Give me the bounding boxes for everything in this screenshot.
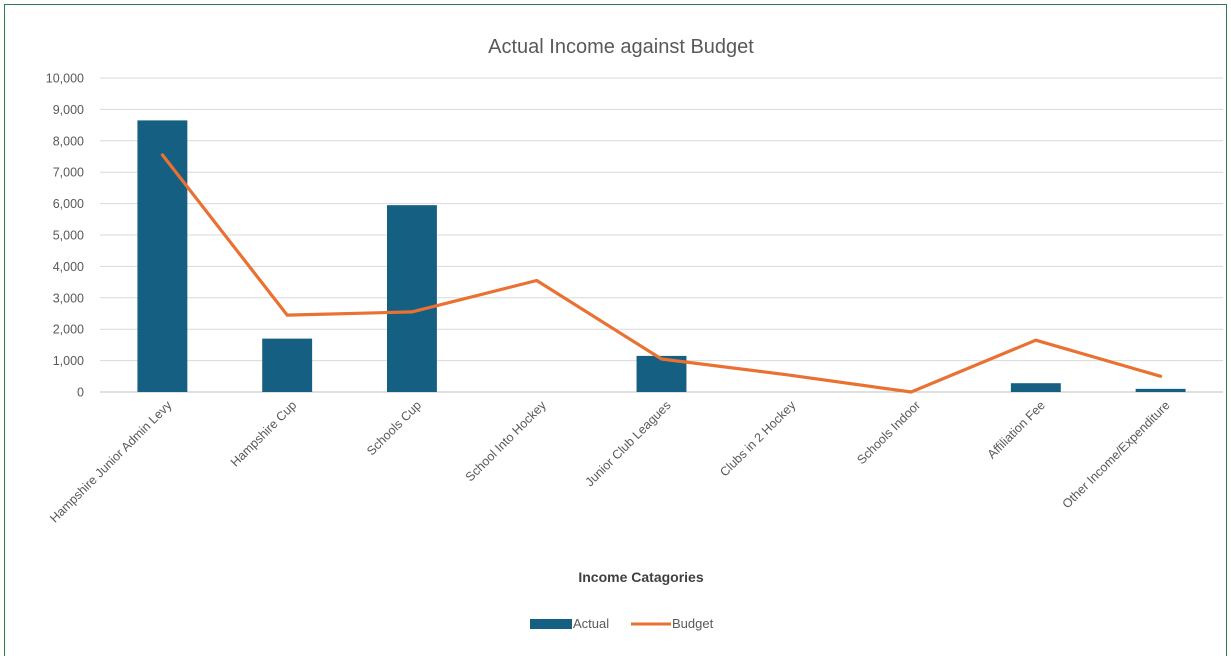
bar-actual [1135, 388, 1186, 392]
legend-swatch-actual [530, 619, 572, 629]
y-tick-label: 8,000 [53, 134, 84, 148]
bar-actual [137, 120, 188, 392]
x-tick-label: Junior Club Leagues [583, 398, 674, 489]
budget-line [160, 153, 1163, 394]
actual-bars [137, 120, 1186, 392]
chart-frame: Actual Income against Budget 0 1,000 2,000… [4, 4, 1227, 656]
x-tick-label: School Into Hockey [463, 398, 550, 485]
y-tick-label: 5,000 [53, 229, 84, 243]
y-tick-label: 1,000 [53, 354, 84, 368]
y-tick-label: 2,000 [53, 323, 84, 337]
y-tick-label: 0 [77, 386, 84, 400]
x-tick-label: Other Income/Expenditure [1060, 398, 1173, 511]
x-tick-label: Hampshire Junior Admin Levy [47, 398, 175, 526]
budget-line-layer [160, 153, 1163, 394]
x-tick-label: Schools Cup [364, 398, 424, 458]
y-tick-label: 9,000 [53, 103, 84, 117]
x-axis-ticks: Hampshire Junior Admin Levy Hampshire Cup… [47, 398, 1173, 526]
x-tick-label: Affiliation Fee [985, 398, 1048, 461]
y-tick-label: 6,000 [53, 197, 84, 211]
legend-label-actual: Actual [573, 616, 609, 631]
chart-svg: Actual Income against Budget 0 1,000 2,000… [46, 36, 1223, 631]
bar-actual [386, 205, 437, 392]
chart-title: Actual Income against Budget [488, 36, 754, 58]
y-tick-label: 3,000 [53, 291, 84, 305]
bar-actual [1010, 383, 1061, 392]
bar-actual [262, 338, 313, 392]
x-tick-label: Clubs in 2 Hockey [717, 398, 799, 480]
y-tick-label: 4,000 [53, 260, 84, 274]
y-tick-label: 10,000 [46, 72, 84, 86]
x-tick-label: Hampshire Cup [228, 398, 299, 469]
legend: Actual Budget [530, 616, 714, 631]
x-tick-label: Schools Indoor [854, 398, 923, 467]
legend-label-budget: Budget [672, 616, 714, 631]
x-axis-title: Income Catagories [578, 569, 703, 585]
y-axis-ticks: 0 1,000 2,000 3,000 4,000 5,000 6,000 7,000 8,00… [46, 72, 84, 400]
y-tick-label: 7,000 [53, 166, 84, 180]
